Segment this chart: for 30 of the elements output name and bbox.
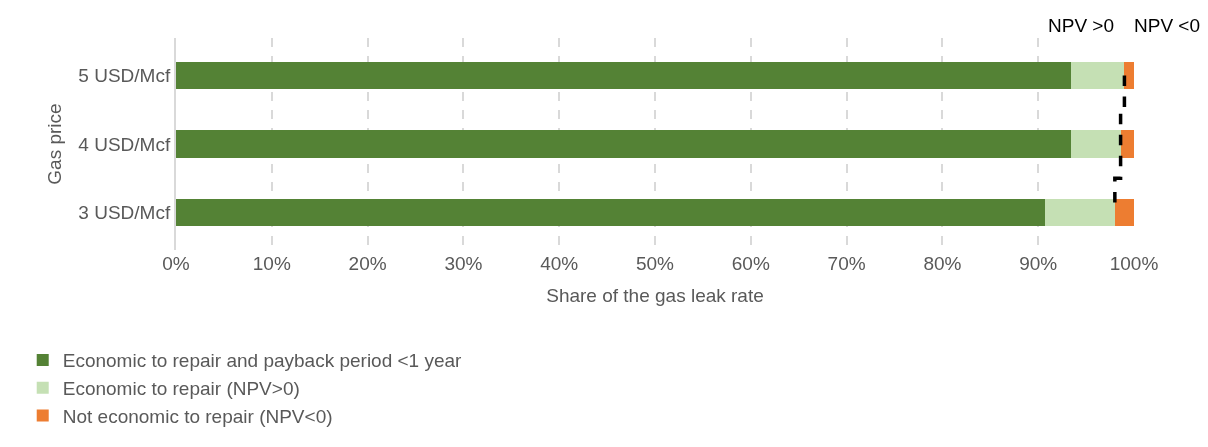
x-tick-label: 80% xyxy=(923,253,962,274)
text: NPV >0 xyxy=(1048,15,1115,36)
x-tick-label: 50% xyxy=(635,253,675,274)
bar xyxy=(176,61,1071,90)
y-tick-label: 5 USD/Mcf xyxy=(78,65,171,87)
y-axis-title: Gas price xyxy=(43,103,65,185)
legend-label: Not economic to repair (NPV<0) xyxy=(62,405,333,427)
text: NPV <0 xyxy=(1134,15,1201,36)
bar xyxy=(1070,130,1121,158)
x-tick-label: 0% xyxy=(162,253,190,274)
x-tick-label: 30% xyxy=(444,253,483,274)
bar xyxy=(1044,198,1115,227)
bar xyxy=(1120,130,1134,158)
x-tick-label: 60% xyxy=(731,253,770,274)
y-tick-label: 4 USD/Mcf xyxy=(78,133,171,155)
bar xyxy=(1070,61,1125,90)
bar xyxy=(176,198,1045,227)
x-tick-label: 90% xyxy=(1019,253,1058,274)
x-tick-label: 100% xyxy=(1109,253,1159,274)
bar xyxy=(176,130,1071,158)
x-tick-label: 40% xyxy=(540,253,579,274)
legend-label: Economic to repair and payback period <1 year xyxy=(62,350,463,372)
y-tick-label: 3 USD/Mcf xyxy=(78,202,171,224)
legend-label: Economic to repair (NPV>0) xyxy=(62,378,300,400)
bar xyxy=(1114,198,1134,227)
x-tick-label: 20% xyxy=(348,253,387,274)
x-tick-label: 10% xyxy=(252,253,291,274)
x-axis-title: Share of the gas leak rate xyxy=(546,284,764,306)
bar xyxy=(1124,61,1134,90)
x-tick-label: 70% xyxy=(827,253,866,274)
